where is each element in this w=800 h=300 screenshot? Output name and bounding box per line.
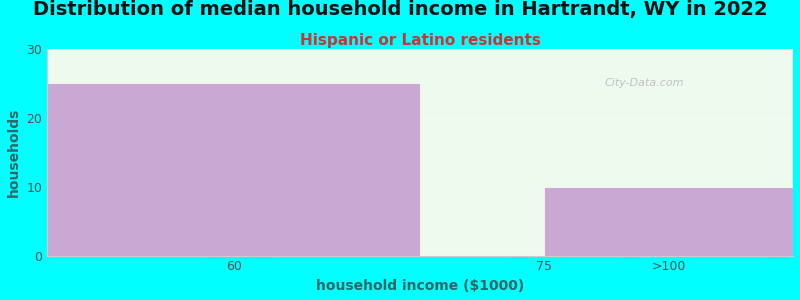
Title: Hispanic or Latino residents: Hispanic or Latino residents <box>300 33 541 48</box>
Bar <box>47 83 420 256</box>
Text: Distribution of median household income in Hartrandt, WY in 2022: Distribution of median household income … <box>33 0 767 19</box>
X-axis label: household income ($1000): household income ($1000) <box>316 279 524 293</box>
Text: City-Data.com: City-Data.com <box>604 78 684 88</box>
Y-axis label: households: households <box>7 108 21 197</box>
Bar <box>545 187 793 256</box>
